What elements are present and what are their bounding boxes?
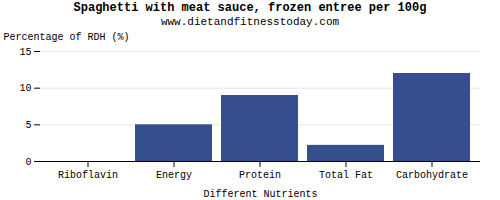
svg-text:Different Nutrients: Different Nutrients bbox=[203, 189, 317, 200]
svg-text:5: 5 bbox=[25, 120, 31, 131]
html-text:www.dietandfitnesstoday.com: www.dietandfitnesstoday.com bbox=[160, 16, 340, 28]
svg-text:Energy: Energy bbox=[156, 170, 192, 181]
svg-text:Percentage of RDH (%): Percentage of RDH (%) bbox=[4, 32, 130, 43]
svg-text:15: 15 bbox=[19, 47, 31, 58]
svg-text:Total Fat: Total Fat bbox=[319, 170, 373, 181]
svg-text:0: 0 bbox=[25, 157, 31, 168]
html-text:Spaghetti with meat sauce, fro: Spaghetti with meat sauce, frozen entree… bbox=[73, 1, 427, 15]
svg-text:Riboflavin: Riboflavin bbox=[58, 170, 118, 181]
svg-text:Carbohydrate: Carbohydrate bbox=[396, 170, 468, 181]
svg-text:10: 10 bbox=[19, 83, 31, 94]
svg-text:Protein: Protein bbox=[239, 170, 281, 181]
